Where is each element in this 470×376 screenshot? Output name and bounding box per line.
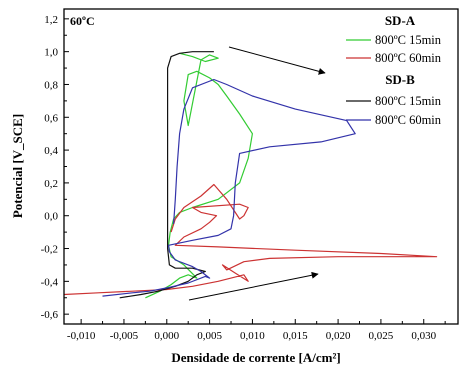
x-axis: -0,010 -0,005 0,000 0,005 0,010 0,015 0,020 0,0…	[67, 319, 446, 342]
series-line-sd-a-1	[63, 183, 438, 296]
x-tick-label: 0,025	[369, 330, 394, 342]
series-line-sd-b-3	[102, 78, 356, 297]
x-tick-label: -0,005	[110, 330, 139, 342]
series-line-sd-b-2	[119, 51, 214, 299]
y-tick-label: -0,2	[41, 244, 58, 256]
y-tick-label: 0,6	[44, 112, 58, 124]
series-layer	[63, 51, 438, 299]
y-tick-label: -0,6	[41, 309, 59, 321]
y-tick-label: 0,2	[44, 178, 58, 190]
legend-group-title-sd-b: SD-B	[385, 72, 415, 87]
y-tick-label: 1,2	[44, 14, 58, 26]
x-tick-label: 0,000	[154, 330, 179, 342]
x-tick-label: 0,010	[240, 330, 265, 342]
y-tick-label: 0,4	[44, 145, 58, 157]
legend: SD-A 800ºC 15min 800ºC 60min SD-B 800ºC …	[346, 13, 442, 127]
legend-group-title-sd-a: SD-A	[385, 13, 416, 28]
scan-direction-arrow-down	[228, 46, 326, 75]
temperature-annotation: 60ºC	[70, 14, 95, 28]
y-tick-label: 0,0	[44, 211, 58, 223]
x-tick-label: 0,020	[326, 330, 351, 342]
x-axis-title: Densidade de corrente [A/cm²]	[171, 350, 340, 365]
y-tick-label: 0,8	[44, 79, 58, 91]
scan-direction-arrow-up	[188, 271, 319, 301]
x-tick-label: -0,010	[67, 330, 96, 342]
series-line-sd-a-0	[145, 52, 253, 299]
legend-label-sd-b-60min: 800ºC 60min	[375, 113, 442, 127]
x-tick-label: 0,005	[197, 330, 222, 342]
y-axis-title: Potencial [V_SCE]	[10, 114, 25, 218]
x-tick-label: 0,015	[283, 330, 308, 342]
x-tick-label: 0,030	[411, 330, 436, 342]
y-tick-label: -0,4	[41, 276, 59, 288]
y-tick-label: 1,0	[44, 47, 58, 59]
legend-label-sd-b-15min: 800ºC 15min	[375, 94, 442, 108]
y-axis: -0,6 -0,4 -0,2 0,0 0,2 0,4 0,6 0,8 1,0 1,2	[41, 14, 69, 321]
legend-label-sd-a-15min: 800ºC 15min	[375, 33, 442, 47]
legend-label-sd-a-60min: 800ºC 60min	[375, 51, 442, 65]
